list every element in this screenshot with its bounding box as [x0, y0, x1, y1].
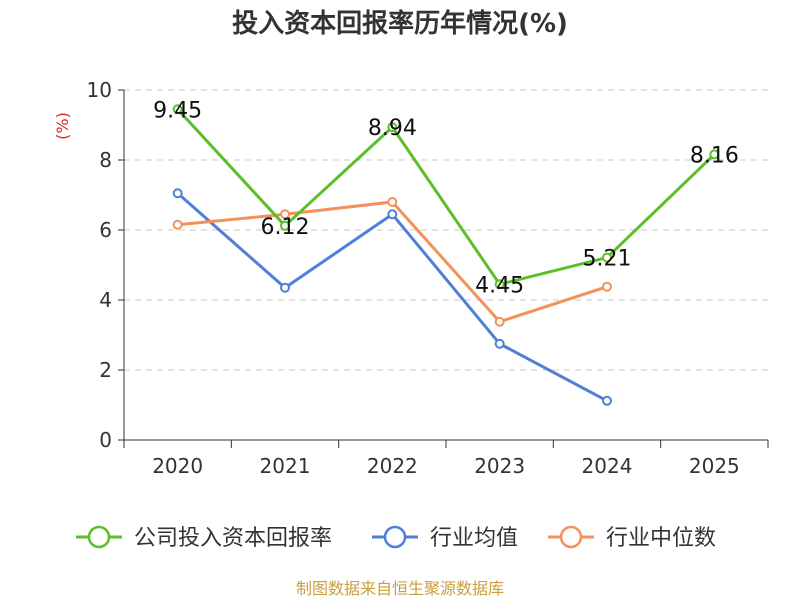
y-tick-label: 2: [99, 358, 112, 382]
data-point: [709, 149, 720, 160]
data-point: [387, 197, 398, 207]
data-point: [280, 209, 290, 220]
series-line: [177, 200, 608, 324]
data-point: [602, 395, 612, 406]
source-note: 制图数据来自恒生聚源数据库: [296, 579, 504, 598]
x-tick-label: 2025: [689, 454, 740, 478]
data-point: [494, 316, 505, 327]
legend-label: 行业中位数: [606, 526, 716, 551]
grid-lines: [124, 89, 768, 371]
data-label: 9.45: [153, 98, 202, 123]
data-label: 8.94: [368, 116, 417, 141]
data-point: [172, 104, 183, 115]
axes: 0 2 4 6 8 10 2020 2021 2022 2023 2024 2025: [87, 78, 769, 478]
data-point: [172, 188, 183, 199]
data-point: [387, 122, 398, 133]
data-label: 8.16: [690, 143, 739, 168]
data-point: [494, 338, 505, 349]
x-tick-label: 2023: [474, 454, 525, 478]
legend-marker: [87, 525, 111, 549]
x-tick-label: 2022: [367, 454, 418, 478]
data-point: [280, 282, 290, 293]
y-tick-label: 10: [87, 78, 112, 102]
x-tick-label: 2024: [582, 454, 633, 478]
data-labels: 9.45 6.12 8.94 4.45 5.21 8.16: [153, 98, 739, 298]
data-label: 6.12: [261, 215, 310, 240]
legend-marker: [559, 525, 583, 549]
chart-title: 投入资本回报率历年情况(%): [232, 8, 568, 39]
data-point: [172, 219, 183, 230]
data-point: [494, 279, 505, 290]
y-tick-label: 0: [99, 428, 112, 452]
data-point: [387, 209, 398, 220]
legend: 公司投入资本回报率 行业均值 行业中位数: [76, 525, 716, 551]
data-point: [602, 281, 612, 292]
series-line: [176, 108, 716, 286]
data-point: [602, 252, 612, 263]
data-point: [280, 220, 290, 231]
y-tick-label: 4: [99, 288, 112, 312]
legend-label: 行业均值: [430, 526, 518, 551]
y-tick-label: 8: [99, 148, 112, 172]
legend-label: 公司投入资本回报率: [134, 526, 332, 551]
data-label: 5.21: [583, 247, 632, 272]
legend-marker: [383, 525, 407, 549]
data-label: 4.45: [475, 273, 524, 298]
series-layer: [172, 104, 720, 406]
x-tick-label: 2020: [152, 454, 203, 478]
x-tick-label: 2021: [260, 454, 311, 478]
y-tick-label: 6: [99, 218, 112, 242]
y-axis-unit-label: (%): [53, 112, 72, 140]
